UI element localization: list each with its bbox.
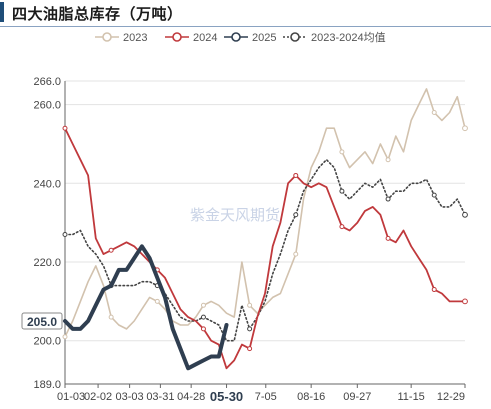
series-point	[293, 251, 299, 257]
y-tick-label: 220.0	[33, 257, 61, 269]
y-tick-label: 189.0	[33, 379, 61, 391]
x-tick-label: 09-27	[343, 391, 371, 403]
title-divider	[0, 26, 491, 27]
series-point	[431, 109, 437, 115]
legend-item-2024[interactable]: 2024	[165, 32, 217, 44]
series-point	[247, 346, 253, 352]
series-point	[108, 247, 114, 253]
y-tick-label: 260.0	[33, 100, 61, 112]
x-tick-label: 7-05	[255, 391, 277, 403]
series-point-last	[462, 125, 468, 132]
series-line-2025	[63, 244, 229, 371]
y-tick-label: 266.0	[33, 76, 61, 88]
y-axis-pointer-label: 205.0	[27, 315, 57, 329]
legend-label: 2024	[193, 32, 217, 44]
title-accent-bar	[0, 2, 4, 22]
series-point	[293, 172, 299, 178]
y-tick-label: 240.0	[33, 178, 61, 190]
y-axis-pointer-box	[21, 312, 63, 330]
series-point	[339, 188, 345, 194]
chart-title: 四大油脂总库存（万吨）	[12, 5, 183, 23]
series-point	[247, 302, 253, 308]
series-point	[339, 149, 345, 155]
series-point-last	[462, 298, 468, 305]
series-point	[385, 235, 391, 241]
x-tick-label: 03-03	[116, 391, 144, 403]
series-point	[339, 224, 345, 230]
chart-legend[interactable]: 2023 2024 2025 2023-2024均值	[95, 31, 386, 44]
series-line-2023	[64, 88, 466, 338]
x-tick-label: 12-29	[437, 391, 465, 403]
series-point	[293, 212, 299, 218]
series-line-avg	[64, 158, 466, 342]
series-point	[385, 196, 391, 202]
x-tick-label: 03-31	[146, 391, 174, 403]
x-axis-pointer-label: 05-30	[210, 389, 243, 404]
watermark: 紫金天风期货	[190, 207, 280, 224]
series-line-2024	[64, 127, 466, 370]
series-point	[200, 302, 206, 308]
y-tick-label: 200.0	[33, 336, 61, 348]
x-tick-label: 08-16	[297, 391, 325, 403]
chart-series	[62, 88, 468, 371]
series-point-last	[462, 211, 468, 218]
x-tick-label: 01-03	[57, 391, 85, 403]
legend-swatch-marker	[172, 32, 182, 42]
series-point	[385, 157, 391, 163]
series-point	[62, 125, 68, 131]
legend-swatch-marker	[102, 32, 112, 42]
series-point	[431, 192, 437, 198]
legend-swatch-marker	[231, 32, 241, 42]
x-tick-label: 02-02	[84, 391, 112, 403]
series-point	[62, 334, 68, 340]
x-tick-label: 04-28	[177, 391, 205, 403]
legend-label: 2023-2024均值	[311, 31, 386, 44]
series-point	[62, 231, 68, 237]
series-point	[431, 287, 437, 293]
chart-ticks: 189.0 200.0 220.0 240.0 260.0 266.0 01-0302-02…	[33, 76, 465, 403]
legend-item-avg[interactable]: 2023-2024均值	[283, 31, 386, 44]
series-point	[200, 326, 206, 332]
chart-highlights: 05-30 205.0	[21, 312, 243, 404]
legend-label: 2023	[123, 32, 147, 44]
legend-item-2023[interactable]: 2023	[95, 32, 147, 44]
legend-item-2025[interactable]: 2025	[224, 32, 276, 44]
series-point	[108, 314, 114, 320]
series-point	[154, 298, 160, 304]
legend-label: 2025	[252, 32, 276, 44]
series-point	[247, 326, 253, 332]
x-tick-label: 11-15	[397, 391, 424, 403]
series-point	[200, 314, 206, 320]
title-bar: 四大油脂总库存（万吨）	[0, 0, 491, 28]
legend-swatch-marker	[290, 32, 300, 42]
